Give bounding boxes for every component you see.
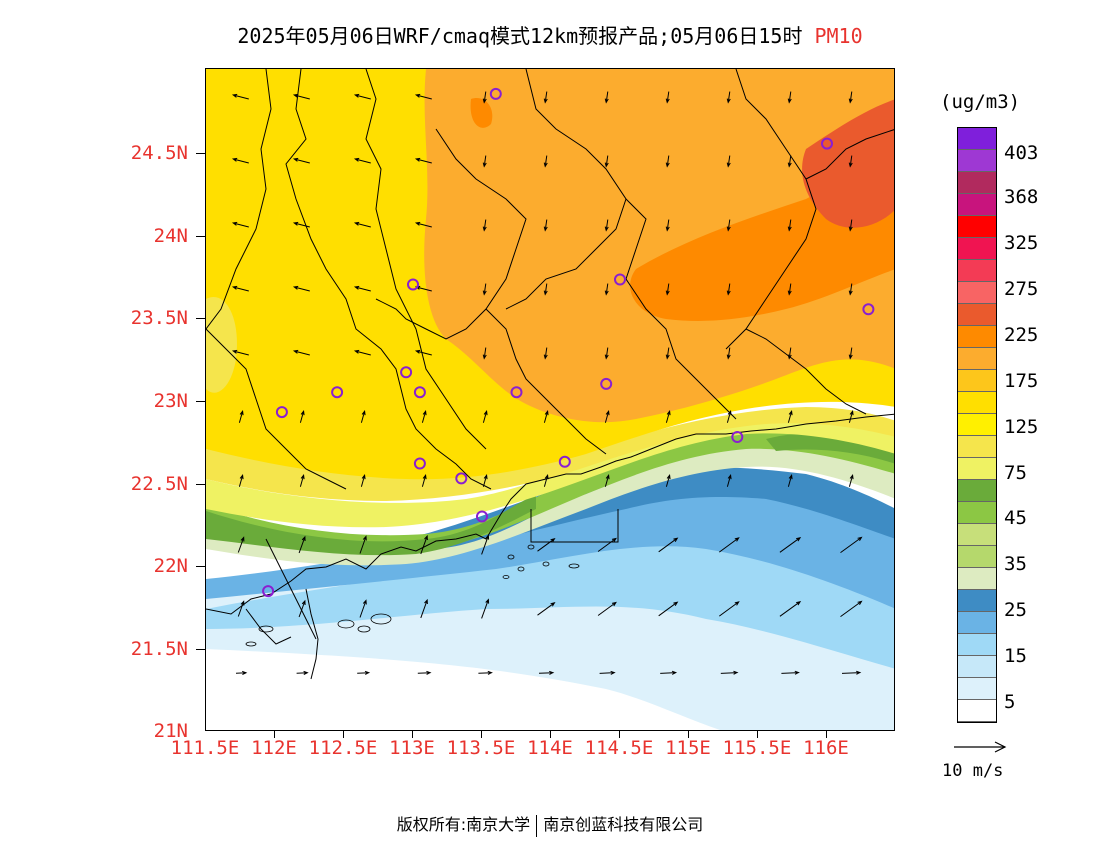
y-tick xyxy=(196,484,205,485)
pm10-field-map xyxy=(206,69,895,731)
legend-units: (ug/m3) xyxy=(940,91,1020,113)
colorbar-segment xyxy=(958,348,996,370)
colorbar-segment xyxy=(958,260,996,282)
y-tick-label: 24N xyxy=(154,225,188,247)
colorbar-segment xyxy=(958,128,996,150)
x-tick-label: 114E xyxy=(527,737,573,759)
x-tick xyxy=(550,731,551,738)
colorbar-label: 403 xyxy=(1004,142,1038,164)
colorbar-label: 225 xyxy=(1004,324,1038,346)
wind-scale-arrow-icon xyxy=(953,739,1009,755)
x-tick xyxy=(757,731,758,738)
colorbar-label: 5 xyxy=(1004,691,1015,713)
colorbar-segment xyxy=(958,590,996,612)
x-tick xyxy=(343,731,344,738)
colorbar-segment xyxy=(958,480,996,502)
x-tick-label: 111.5E xyxy=(171,737,240,759)
colorbar-segment xyxy=(958,216,996,238)
colorbar-segment xyxy=(958,282,996,304)
y-tick-label: 24.5N xyxy=(131,142,188,164)
colorbar-label: 275 xyxy=(1004,278,1038,300)
colorbar-segment xyxy=(958,370,996,392)
title-text: 2025年05月06日WRF/cmaq模式12km预报产品;05月06日15时 xyxy=(237,24,802,48)
y-tick xyxy=(196,236,205,237)
colorbar-segment xyxy=(958,568,996,590)
y-tick-label: 22.5N xyxy=(131,473,188,495)
x-tick-label: 113.5E xyxy=(447,737,516,759)
x-tick xyxy=(481,731,482,738)
map-panel xyxy=(205,68,895,731)
colorbar-segment xyxy=(958,502,996,524)
y-tick-label: 21.5N xyxy=(131,638,188,660)
x-tick xyxy=(274,731,275,738)
colorbar-segment xyxy=(958,524,996,546)
colorbar-label: 125 xyxy=(1004,416,1038,438)
colorbar-segment xyxy=(958,546,996,568)
organization-text: 南京创蓝科技有限公司 xyxy=(543,815,703,834)
colorbar-label: 25 xyxy=(1004,599,1027,621)
concentration-fill xyxy=(206,69,895,731)
colorbar-segment xyxy=(958,458,996,480)
colorbar-label: 15 xyxy=(1004,645,1027,667)
x-tick-label: 115E xyxy=(665,737,711,759)
copyright-text: 版权所有:南京大学 xyxy=(397,815,530,834)
y-tick xyxy=(196,401,205,402)
colorbar-label: 325 xyxy=(1004,232,1038,254)
x-tick xyxy=(412,731,413,738)
y-tick-label: 23N xyxy=(154,390,188,412)
colorbar-label: 175 xyxy=(1004,370,1038,392)
colorbar xyxy=(957,127,997,723)
footer-divider xyxy=(536,815,537,837)
x-tick-label: 114.5E xyxy=(585,737,654,759)
x-tick xyxy=(688,731,689,738)
y-tick xyxy=(196,153,205,154)
colorbar-segment xyxy=(958,634,996,656)
colorbar-segment xyxy=(958,194,996,216)
chart-title: 2025年05月06日WRF/cmaq模式12km预报产品;05月06日15时 P… xyxy=(0,20,1100,49)
x-tick xyxy=(619,731,620,738)
colorbar-label: 368 xyxy=(1004,186,1038,208)
colorbar-segment xyxy=(958,700,996,722)
x-tick xyxy=(826,731,827,738)
x-tick-label: 116E xyxy=(803,737,849,759)
y-tick-label: 22N xyxy=(154,555,188,577)
footer: 版权所有:南京大学 南京创蓝科技有限公司 xyxy=(0,811,1100,837)
y-tick xyxy=(196,318,205,319)
x-tick-label: 112.5E xyxy=(309,737,378,759)
colorbar-label: 45 xyxy=(1004,507,1027,529)
colorbar-segment xyxy=(958,392,996,414)
y-tick-label: 23.5N xyxy=(131,307,188,329)
x-tick-label: 113E xyxy=(389,737,435,759)
x-tick-label: 112E xyxy=(251,737,297,759)
colorbar-segment xyxy=(958,172,996,194)
colorbar-segment xyxy=(958,612,996,634)
colorbar-segment xyxy=(958,414,996,436)
y-tick xyxy=(196,566,205,567)
colorbar-segment xyxy=(958,304,996,326)
wind-scale-label: 10 m/s xyxy=(942,761,1003,781)
colorbar-segment xyxy=(958,326,996,348)
colorbar-segment xyxy=(958,656,996,678)
y-tick xyxy=(196,649,205,650)
x-tick-label: 115.5E xyxy=(723,737,792,759)
colorbar-segment xyxy=(958,150,996,172)
colorbar-segment xyxy=(958,436,996,458)
colorbar-segment xyxy=(958,238,996,260)
pollutant-label: PM10 xyxy=(814,24,862,48)
colorbar-segment xyxy=(958,678,996,700)
colorbar-label: 35 xyxy=(1004,553,1027,575)
colorbar-label: 75 xyxy=(1004,462,1027,484)
